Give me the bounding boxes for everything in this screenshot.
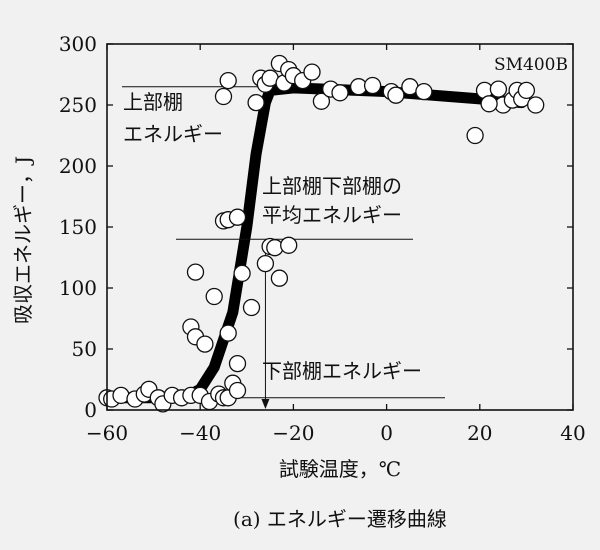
mean-energy-label-line2: 平均エネルギー bbox=[262, 203, 402, 227]
data-points-layer bbox=[98, 54, 545, 413]
mean-energy-label-line1: 上部棚下部棚の bbox=[262, 174, 402, 198]
y-tick-label: 100 bbox=[59, 276, 97, 300]
data-point bbox=[233, 264, 251, 283]
y-tick-label: 300 bbox=[59, 32, 97, 56]
data-point bbox=[247, 93, 265, 112]
upper-shelf-label-line2: エネルギー bbox=[123, 122, 223, 146]
x-axis-label: 試験温度，℃ bbox=[279, 457, 401, 481]
data-point bbox=[527, 96, 545, 114]
data-point bbox=[219, 71, 237, 90]
data-point bbox=[480, 95, 498, 113]
x-tick-label: 40 bbox=[560, 421, 585, 445]
data-point bbox=[228, 354, 247, 373]
y-tick-label: 0 bbox=[84, 398, 97, 422]
x-tick-label: −60 bbox=[86, 421, 128, 445]
y-tick-label: 50 bbox=[72, 337, 97, 361]
data-point bbox=[331, 84, 349, 102]
y-tick-label: 250 bbox=[59, 93, 97, 117]
data-point bbox=[466, 126, 484, 145]
data-point bbox=[303, 63, 321, 81]
data-point bbox=[205, 287, 223, 306]
y-tick-label: 150 bbox=[59, 215, 97, 239]
data-point bbox=[387, 86, 405, 104]
x-tick-label: 20 bbox=[467, 421, 492, 445]
data-point bbox=[489, 80, 508, 98]
y-tick-label: 200 bbox=[59, 154, 97, 178]
x-tick-label: −40 bbox=[179, 421, 221, 445]
data-point bbox=[228, 381, 247, 400]
data-point bbox=[415, 82, 433, 101]
data-point bbox=[186, 263, 205, 281]
lower-shelf-label: 下部棚エネルギー bbox=[262, 359, 422, 383]
data-point bbox=[280, 236, 298, 254]
transition-temperature-arrow bbox=[261, 399, 270, 409]
data-point bbox=[228, 208, 247, 226]
data-point bbox=[312, 92, 331, 110]
material-label: SM400B bbox=[494, 55, 568, 75]
y-axis-label: 吸収エネルギー，J bbox=[11, 156, 35, 324]
data-point bbox=[517, 81, 536, 100]
data-point bbox=[256, 254, 275, 273]
data-point bbox=[270, 269, 289, 287]
axis-ticks-layer: −60 −40 −20 0 20 40 0 50 100 150 200 250 300 bbox=[59, 32, 586, 445]
data-point bbox=[196, 335, 214, 353]
upper-shelf-label-line1: 上部棚 bbox=[123, 90, 183, 114]
data-point bbox=[363, 76, 382, 95]
x-tick-label: 0 bbox=[380, 421, 393, 445]
x-tick-label: −20 bbox=[272, 421, 314, 445]
figure-caption: (a) エネルギー遷移曲線 bbox=[233, 507, 447, 531]
data-point bbox=[242, 298, 261, 317]
data-point bbox=[214, 87, 233, 106]
data-point bbox=[219, 324, 237, 342]
